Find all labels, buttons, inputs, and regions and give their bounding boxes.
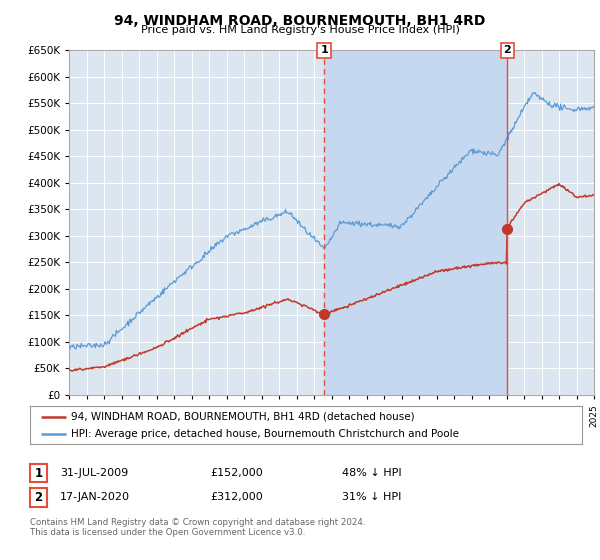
Text: 1: 1 — [320, 45, 328, 55]
Text: Price paid vs. HM Land Registry's House Price Index (HPI): Price paid vs. HM Land Registry's House … — [140, 25, 460, 35]
Text: 48% ↓ HPI: 48% ↓ HPI — [342, 468, 401, 478]
Text: HPI: Average price, detached house, Bournemouth Christchurch and Poole: HPI: Average price, detached house, Bour… — [71, 429, 460, 439]
Text: 2: 2 — [503, 45, 511, 55]
Bar — [324, 50, 507, 395]
Text: 17-JAN-2020: 17-JAN-2020 — [60, 492, 130, 502]
Text: Contains HM Land Registry data © Crown copyright and database right 2024.
This d: Contains HM Land Registry data © Crown c… — [30, 518, 365, 538]
Text: 2: 2 — [34, 491, 43, 504]
Text: 31-JUL-2009: 31-JUL-2009 — [60, 468, 128, 478]
Text: 94, WINDHAM ROAD, BOURNEMOUTH, BH1 4RD (detached house): 94, WINDHAM ROAD, BOURNEMOUTH, BH1 4RD (… — [71, 412, 415, 422]
Text: 31% ↓ HPI: 31% ↓ HPI — [342, 492, 401, 502]
Text: £152,000: £152,000 — [210, 468, 263, 478]
Text: 1: 1 — [34, 466, 43, 480]
Text: 94, WINDHAM ROAD, BOURNEMOUTH, BH1 4RD: 94, WINDHAM ROAD, BOURNEMOUTH, BH1 4RD — [115, 14, 485, 28]
Text: £312,000: £312,000 — [210, 492, 263, 502]
